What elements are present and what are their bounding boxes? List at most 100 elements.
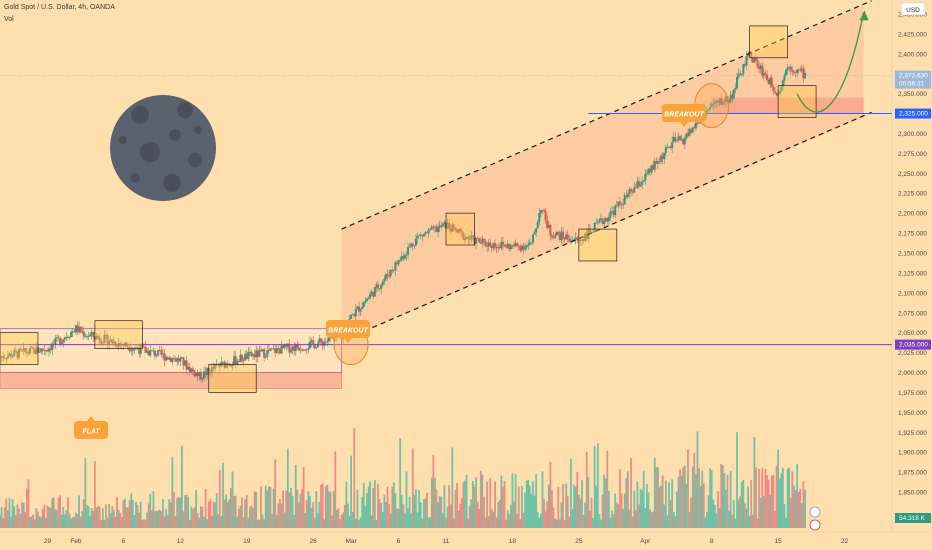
candle-body — [503, 244, 506, 247]
candle-body — [668, 146, 670, 148]
candle-body — [617, 201, 620, 207]
candle-body — [285, 344, 288, 347]
moon-crater — [194, 126, 202, 134]
y-tick-label: 2,250.000 — [898, 171, 927, 178]
volume-bar — [418, 490, 421, 528]
candle-body — [601, 218, 604, 225]
candle-body — [454, 227, 457, 231]
volume-bar — [544, 511, 547, 528]
candle-body — [43, 350, 46, 352]
candle-body — [536, 222, 539, 229]
volume-bar — [212, 501, 215, 528]
candle-body — [256, 350, 259, 357]
volume-bar — [462, 482, 465, 528]
candle-body — [204, 371, 207, 376]
candle-body — [582, 239, 585, 241]
x-tick-label: 18 — [509, 538, 517, 545]
highlight-box[interactable] — [749, 25, 788, 59]
volume-bar — [65, 509, 68, 528]
highlight-box[interactable] — [445, 212, 475, 246]
candle-body — [576, 237, 579, 241]
us-flag-icon[interactable] — [809, 519, 821, 531]
volume-bar — [313, 518, 316, 528]
candle-body — [73, 331, 76, 333]
highlight-box[interactable] — [0, 332, 39, 365]
breakout-label[interactable]: BREAKOUT — [662, 104, 706, 127]
highlight-box[interactable] — [578, 228, 618, 262]
moon-crater — [169, 129, 181, 141]
candle-body — [299, 349, 302, 351]
volume-bar — [764, 468, 767, 528]
volume-bar — [682, 467, 685, 528]
candle-body — [259, 349, 262, 352]
candle-body — [373, 287, 376, 297]
candle-body — [305, 349, 308, 351]
candle-body — [316, 343, 319, 348]
candle-body — [620, 203, 623, 205]
breakout-label[interactable]: BREAKOUT — [326, 320, 370, 343]
candle-body — [432, 226, 435, 228]
volume-bar — [704, 517, 707, 528]
volume-bar — [78, 495, 80, 528]
candle-body — [282, 345, 285, 349]
moon-crater — [119, 136, 127, 144]
candle-body — [495, 246, 498, 249]
candle-body — [384, 273, 387, 279]
candle-body — [274, 348, 277, 353]
volume-bar — [734, 518, 737, 528]
candle-body — [558, 234, 561, 241]
flat-label[interactable]: FLAT — [74, 416, 108, 439]
candle-body — [427, 229, 430, 234]
candle-body — [71, 331, 74, 333]
candle-body — [331, 337, 334, 339]
volume-bar — [356, 489, 359, 528]
volume-bar — [457, 510, 460, 528]
volume-bar — [21, 502, 24, 528]
volume-bar — [445, 517, 447, 528]
currency-button[interactable]: USD — [900, 2, 926, 16]
candle-body — [514, 243, 517, 247]
candle-body — [35, 347, 38, 354]
candle-body — [100, 340, 103, 344]
volume-bar — [454, 490, 457, 528]
volume-bar — [385, 501, 387, 528]
volume-bar — [237, 508, 240, 528]
candle-body — [655, 161, 658, 164]
volume-bar — [421, 518, 424, 528]
candle-body — [710, 104, 713, 107]
highlight-box[interactable] — [777, 85, 817, 118]
projection-arrow[interactable] — [796, 12, 865, 113]
volume-bar — [628, 509, 631, 528]
price-axis[interactable] — [895, 0, 932, 550]
volume-bar — [315, 491, 318, 528]
candle-body — [89, 334, 92, 337]
candle-body — [538, 213, 541, 223]
candle-body — [92, 331, 95, 337]
candle-body — [631, 191, 634, 193]
volume-bar — [108, 503, 111, 528]
volume-bar — [690, 497, 693, 528]
candle-body — [32, 347, 35, 350]
candle-body — [535, 228, 538, 233]
volume-bar — [79, 516, 82, 528]
volume-bar — [456, 483, 458, 528]
volume-bar — [245, 494, 248, 528]
candle-body — [486, 245, 489, 247]
volume-bar — [380, 502, 383, 528]
moon-crater — [177, 102, 193, 118]
volume-indicator-label[interactable]: Vol — [4, 16, 14, 23]
candle-body — [490, 245, 493, 249]
channel-upper-line[interactable] — [341, 0, 872, 230]
volume-bar — [587, 477, 590, 528]
candle-body — [324, 341, 327, 343]
candle-body — [462, 232, 465, 240]
lightning-icon[interactable] — [809, 506, 821, 518]
highlight-box[interactable] — [94, 320, 143, 349]
candle-body — [429, 229, 432, 231]
highlight-box[interactable] — [208, 364, 257, 393]
volume-bar — [353, 428, 356, 528]
candle-body — [389, 269, 392, 277]
candle-body — [666, 147, 669, 148]
